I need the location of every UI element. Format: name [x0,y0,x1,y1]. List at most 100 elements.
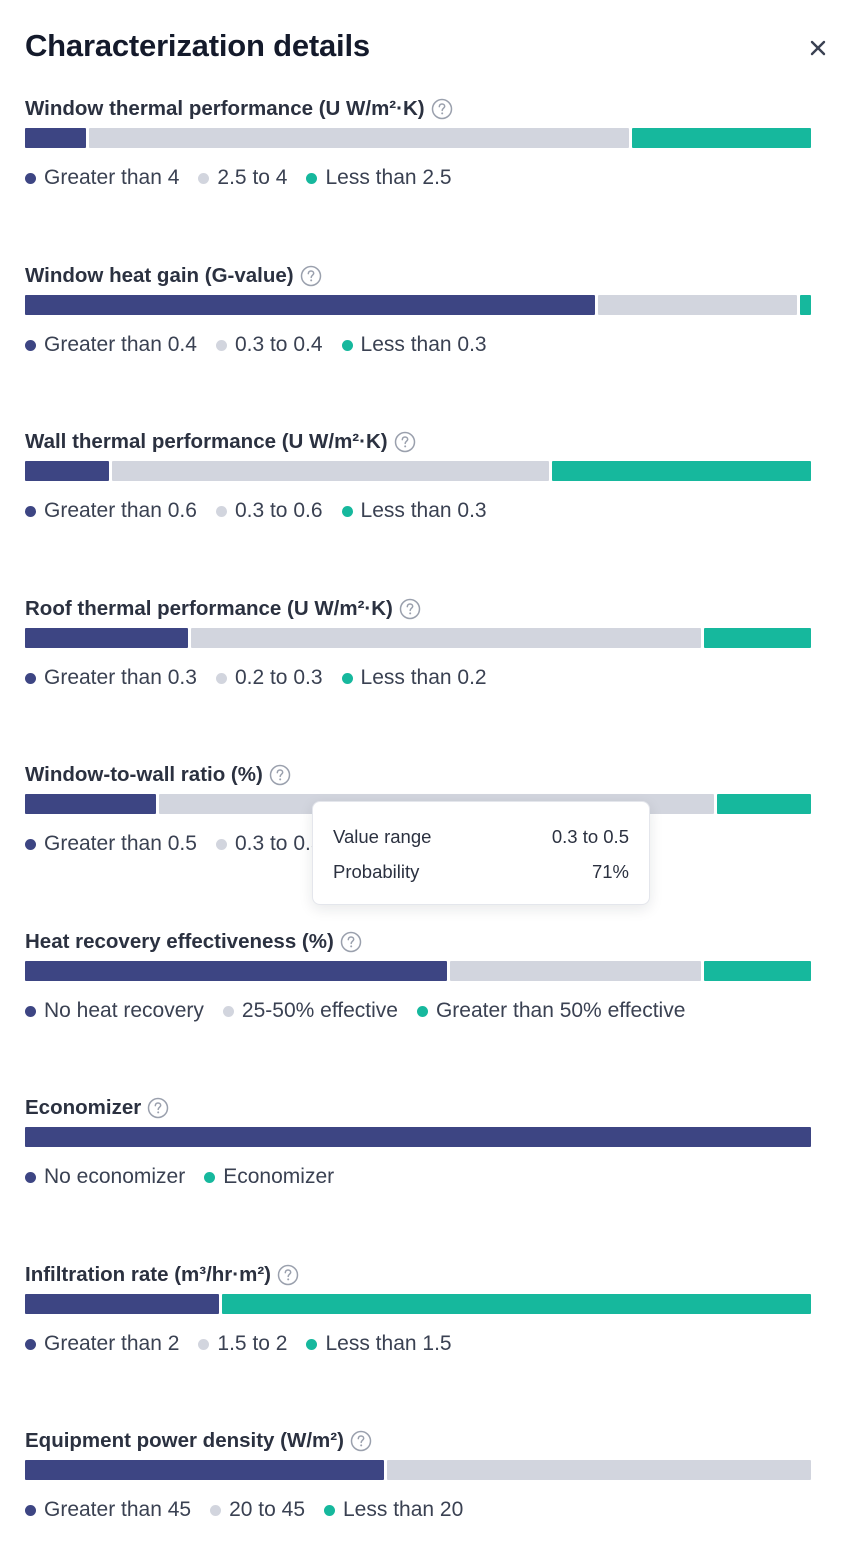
bar-segment-teal[interactable] [704,628,811,648]
bar-segment-light[interactable] [449,961,702,981]
bar-segment-light[interactable] [191,628,702,648]
bar-segment-teal[interactable] [631,128,811,148]
section-title-row: Wall thermal performance (U W/m²·K) [25,428,416,456]
legend-item: Less than 2.5 [306,166,452,190]
bar-segment-teal[interactable] [222,1294,811,1314]
legend-label: 0.3 to 0.4 [234,333,323,356]
legend-item: 0.2 to 0.3 [215,666,323,690]
legend: Greater than 0.3 0.2 to 0.3 Less than 0.2 [25,665,506,691]
bar-segment-dark[interactable] [25,794,157,814]
characterization-section: Equipment power density (W/m²) Greater th… [25,1427,811,1557]
section-title: Window thermal performance (U W/m²·K) [25,97,425,120]
characterization-section: Window thermal performance (U W/m²·K) Gre… [25,95,811,225]
close-icon [810,40,826,56]
legend-label: 2.5 to 4 [217,166,288,189]
help-icon[interactable] [340,931,362,953]
legend-label: Less than 0.3 [360,333,487,356]
panel-title: Characterization details [25,28,370,63]
bar-segment-dark[interactable] [25,1294,220,1314]
distribution-bar [25,1294,811,1314]
section-title: Window heat gain (G-value) [25,264,294,287]
bar-segment-dark[interactable] [25,1127,811,1147]
section-title: Wall thermal performance (U W/m²·K) [25,430,388,453]
legend-item: 0.3 to 0.6 [215,499,323,523]
legend-label: Greater than 50% effective [435,999,686,1022]
legend-dot-light [198,172,210,184]
bar-segment-teal[interactable] [800,295,811,315]
legend-label: 0.3 to 0.5 [234,832,323,855]
legend-dot-teal [416,1005,428,1017]
legend-label: Greater than 0.6 [44,499,197,522]
legend-dot-dark [25,172,36,184]
bar-segment-dark[interactable] [25,628,189,648]
bar-segment-dark[interactable] [25,461,110,481]
legend-label: Greater than 0.3 [44,666,197,689]
bar-segment-dark[interactable] [25,128,86,148]
legend-dot-dark [25,838,36,850]
legend-label: 20 to 45 [229,1498,305,1521]
bar-segment-dark[interactable] [25,295,596,315]
help-icon[interactable] [277,1264,299,1286]
bar-segment-light[interactable] [598,295,798,315]
legend-item: 2.5 to 4 [198,166,287,190]
section-title-row: Window heat gain (G-value) [25,262,322,290]
legend-item: Greater than 45 [25,1498,191,1522]
distribution-bar [25,295,811,315]
distribution-bar [25,961,811,981]
bar-segment-teal[interactable] [552,461,811,481]
help-icon[interactable] [399,598,421,620]
legend-item: No economizer [25,1165,185,1189]
legend-item: 0.3 to 0.5 [215,832,323,856]
bar-segment-light[interactable] [88,128,629,148]
section-title-row: Roof thermal performance (U W/m²·K) [25,595,421,623]
legend: Greater than 45 20 to 45 Less than 20 [25,1497,482,1523]
bar-segment-teal[interactable] [717,794,811,814]
characterization-section: Infiltration rate (m³/hr·m²) Greater than… [25,1261,811,1391]
legend-dot-teal [324,1504,335,1516]
legend-label: Greater than 0.5 [44,832,197,855]
section-title: Heat recovery effectiveness (%) [25,930,334,953]
tooltip-probability-label: Probability [333,861,420,882]
bar-segment-light[interactable] [387,1460,811,1480]
legend-label: No heat recovery [44,999,204,1022]
legend-dot-dark [25,339,36,351]
legend-dot-light [210,1504,222,1516]
help-icon[interactable] [350,1430,372,1452]
close-button[interactable] [801,31,835,65]
help-icon[interactable] [394,431,416,453]
legend: Greater than 2 1.5 to 2 Less than 1.5 [25,1331,471,1357]
section-title-row: Equipment power density (W/m²) [25,1427,372,1455]
section-title-row: Infiltration rate (m³/hr·m²) [25,1261,299,1289]
help-icon[interactable] [269,764,291,786]
bar-tooltip: Value range 0.3 to 0.5 Probability 71% [312,801,650,905]
section-title: Roof thermal performance (U W/m²·K) [25,597,393,620]
legend-item: Economizer [204,1165,334,1189]
distribution-bar [25,1127,811,1147]
section-title-row: Window thermal performance (U W/m²·K) [25,95,453,123]
legend-dot-dark [25,672,36,684]
legend-dot-teal [204,1171,216,1183]
legend-item: Less than 20 [324,1498,463,1522]
legend-item: Greater than 0.4 [25,333,197,357]
help-icon[interactable] [300,265,322,287]
legend-dot-dark [25,1005,36,1017]
legend-label: 25-50% effective [241,999,398,1022]
legend-item: 20 to 45 [210,1498,305,1522]
legend-dot-dark [25,505,36,517]
bar-segment-light[interactable] [112,461,550,481]
section-title: Economizer [25,1096,142,1119]
bar-segment-dark[interactable] [25,961,447,981]
legend-item: Greater than 0.5 [25,832,197,856]
section-title: Equipment power density (W/m²) [25,1429,344,1452]
bar-segment-dark[interactable] [25,1460,385,1480]
legend-label: 1.5 to 2 [217,1332,288,1355]
legend-item: Greater than 0.6 [25,499,197,523]
legend-label: Greater than 45 [44,1498,192,1521]
legend-label: Greater than 0.4 [44,333,197,356]
bar-segment-teal[interactable] [704,961,811,981]
legend-label: Less than 20 [343,1498,464,1521]
help-icon[interactable] [147,1097,169,1119]
help-icon[interactable] [431,98,453,120]
characterization-section: Economizer No economizer Economizer [25,1094,811,1224]
legend-item: Less than 1.5 [306,1332,452,1356]
